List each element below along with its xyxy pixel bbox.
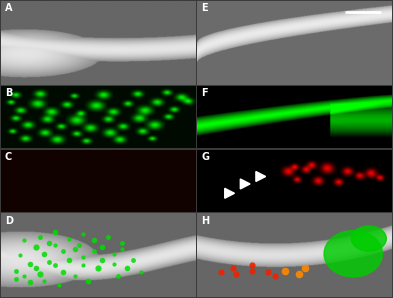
Text: G: G: [201, 152, 209, 162]
Text: D: D: [5, 216, 13, 226]
Ellipse shape: [351, 226, 386, 251]
Text: H: H: [201, 216, 209, 226]
Text: E: E: [201, 3, 208, 13]
Text: A: A: [5, 3, 12, 13]
Polygon shape: [256, 172, 266, 181]
Ellipse shape: [324, 231, 382, 277]
Text: C: C: [5, 152, 12, 162]
Polygon shape: [225, 188, 235, 198]
Text: F: F: [201, 88, 208, 98]
Polygon shape: [241, 179, 250, 189]
Text: B: B: [5, 88, 12, 98]
